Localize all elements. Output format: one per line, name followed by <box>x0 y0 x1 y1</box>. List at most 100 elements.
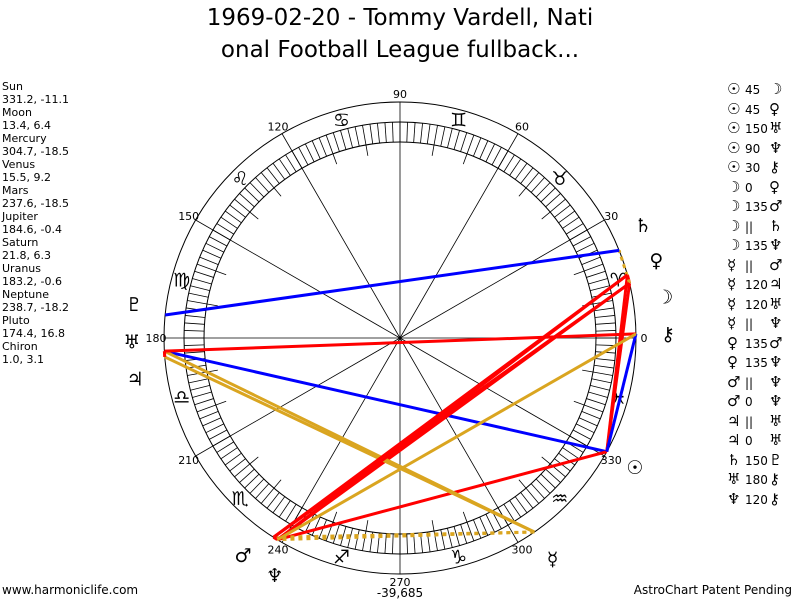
degree-tick <box>540 473 556 489</box>
planet-name: Sun <box>2 80 23 93</box>
aspect-angle: 135 <box>745 336 768 351</box>
planet-coords: 21.8, 6.3 <box>2 249 51 262</box>
degree-tick <box>466 134 475 154</box>
degree-tick <box>209 236 228 247</box>
degree-tick <box>260 487 275 504</box>
degree-tick <box>545 468 561 483</box>
ten-degree-tick <box>431 144 435 156</box>
degree-tick <box>278 500 291 518</box>
degree-tick <box>272 163 286 180</box>
aspect-row: ☿ 120♅ <box>727 295 787 315</box>
aspect-row: ☉ 45 ♀ <box>727 100 787 120</box>
aspect-angle: 135 <box>745 200 768 214</box>
planet-glyph-icon: ♄ <box>727 450 741 469</box>
planet-jupiter-icon: ♃ <box>127 369 144 391</box>
degree-tick <box>588 278 608 285</box>
degree-tick <box>594 364 614 369</box>
degree-tick <box>199 256 219 265</box>
degree-label: 300 <box>512 543 533 556</box>
planet-name: Saturn <box>2 236 39 249</box>
degree-tick <box>545 193 561 208</box>
degree-tick <box>562 447 580 460</box>
degree-label: 60 <box>515 121 529 134</box>
aspect-row: ☽ 135♂ <box>727 197 787 217</box>
degree-tick <box>503 504 515 522</box>
degree-tick <box>190 285 210 291</box>
degree-tick <box>530 483 545 499</box>
degree-tick <box>592 371 613 376</box>
degree-tick <box>572 236 591 247</box>
aspect-line <box>276 273 629 541</box>
degree-tick <box>406 533 408 554</box>
degree-tick <box>332 524 340 544</box>
spoke-line <box>281 133 401 339</box>
degree-tick <box>535 478 551 494</box>
degree-tick <box>590 285 610 291</box>
planet-glyph-icon: ☿ <box>727 255 737 274</box>
planet-glyph-icon: ♆ <box>769 372 783 391</box>
degree-tick <box>185 315 206 318</box>
planet-glyph-icon: ⚷ <box>769 470 780 488</box>
degree-tick <box>426 124 431 144</box>
planet-glyph-icon: ⚷ <box>769 158 780 176</box>
degree-tick <box>514 163 528 180</box>
degree-tick <box>440 529 446 550</box>
planet-name: Moon <box>2 106 32 119</box>
degree-tick <box>584 263 604 272</box>
degree-tick <box>392 533 394 554</box>
degree-label: 120 <box>268 121 289 134</box>
degree-tick <box>194 270 214 278</box>
degree-label: 270 <box>390 576 411 589</box>
degree-tick <box>466 522 475 542</box>
degree-tick <box>239 468 255 483</box>
degree-tick <box>479 140 489 160</box>
degree-tick <box>184 330 205 332</box>
degree-tick <box>272 496 286 513</box>
ten-degree-tick <box>573 270 585 276</box>
planet-coords: 238.7, -18.2 <box>2 301 69 314</box>
aspect-row: ♀ 135♂ <box>727 334 787 354</box>
degree-tick <box>194 398 214 406</box>
footer-website[interactable]: www.harmoniclife.com <box>2 583 139 597</box>
planet-coords: 15.5, 9.2 <box>2 171 51 184</box>
degree-tick <box>420 123 423 144</box>
degree-tick <box>581 256 601 265</box>
degree-label: 240 <box>268 543 289 556</box>
degree-tick <box>558 210 575 224</box>
degree-tick <box>244 187 260 203</box>
aspect-line <box>164 248 620 317</box>
degree-tick <box>190 385 210 391</box>
degree-tick <box>184 322 205 325</box>
degree-tick <box>384 533 387 554</box>
ten-degree-tick <box>541 211 551 220</box>
chart-title: 1969-02-20 - Tommy Vardell, Nati onal Fo… <box>150 2 650 66</box>
aspect-angle: 120 <box>745 278 768 292</box>
planet-name: Venus <box>2 158 36 171</box>
degree-tick <box>340 130 347 150</box>
degree-tick <box>304 513 315 533</box>
degree-tick <box>575 423 595 434</box>
degree-tick <box>369 124 374 144</box>
zodiac-sign-icon: ♎ <box>173 386 190 408</box>
aspect-line <box>277 530 535 542</box>
degree-tick <box>460 524 468 544</box>
degree-tick <box>255 483 270 499</box>
degree-tick <box>413 122 416 143</box>
degree-tick <box>588 391 608 398</box>
planet-glyph-icon: ♂ <box>727 392 741 410</box>
degree-tick <box>384 122 387 143</box>
planet-name: Uranus <box>2 262 41 275</box>
aspect-row: ♂ 0 ♆ <box>727 392 787 412</box>
aspect-angle: 0 <box>745 434 753 448</box>
planet-mars-icon: ♂ <box>235 545 252 567</box>
degree-tick <box>249 182 265 198</box>
aspect-line <box>605 274 629 452</box>
aspect-row: ☽ 0 ♀ <box>727 178 787 198</box>
planet-glyph-icon: ♀ <box>769 177 780 196</box>
planet-neptune-icon: ♆ <box>266 565 283 587</box>
degree-tick <box>572 429 591 440</box>
degree-tick <box>229 204 246 218</box>
ten-degree-tick <box>462 511 468 523</box>
planet-chiron-icon: ⚷ <box>661 324 675 346</box>
degree-tick <box>591 378 612 384</box>
